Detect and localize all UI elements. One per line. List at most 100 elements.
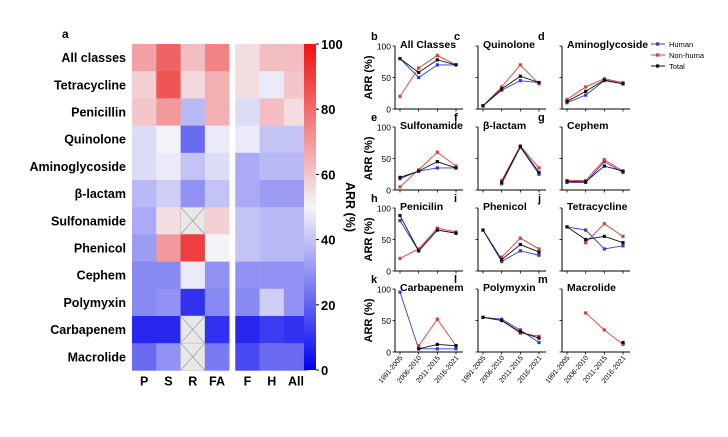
missing-cross bbox=[180, 342, 206, 371]
heatmap-row-label: Cephem bbox=[77, 269, 126, 283]
panel-title: Tetracycline bbox=[567, 201, 628, 213]
series-line bbox=[399, 54, 457, 97]
series-line bbox=[566, 80, 624, 104]
series-point bbox=[435, 342, 439, 347]
heatmap-panel: a All classes Tetracycline Penicillin Quinol… bbox=[29, 27, 309, 388]
heatmap-cell bbox=[259, 180, 285, 208]
series-point bbox=[584, 85, 588, 89]
series-point bbox=[500, 178, 504, 183]
series-point bbox=[621, 169, 625, 173]
heatmap-cell bbox=[180, 261, 206, 290]
series-point bbox=[621, 234, 625, 238]
series-line bbox=[399, 58, 456, 79]
heatmap-row-label: Macrolide bbox=[68, 350, 126, 364]
line-panel: f β-lactam bbox=[454, 112, 546, 193]
panel-title: Penicilin bbox=[400, 201, 443, 213]
panel-letter: g bbox=[538, 112, 545, 124]
series-line bbox=[566, 79, 624, 102]
series-line bbox=[399, 151, 457, 188]
series-line bbox=[399, 227, 457, 259]
series-point bbox=[602, 247, 606, 251]
panel-title: Cephem bbox=[567, 120, 608, 132]
series-line bbox=[567, 159, 624, 182]
y-tick-label: 0 bbox=[386, 186, 391, 196]
series-point bbox=[537, 247, 541, 251]
series-point bbox=[621, 244, 625, 248]
heatmap-cell bbox=[204, 288, 230, 317]
heatmap-cell bbox=[132, 71, 157, 99]
series-point bbox=[621, 82, 625, 86]
panel-letter: j bbox=[537, 193, 541, 205]
series-line bbox=[566, 226, 624, 244]
panel-letter: h bbox=[371, 193, 378, 205]
heatmap-cell bbox=[235, 125, 260, 154]
heatmap-col-label: H bbox=[267, 374, 276, 388]
line-panel: g Cephem bbox=[538, 112, 630, 193]
heatmap-cell bbox=[235, 316, 260, 344]
line-panel: j Tetracycline bbox=[537, 193, 630, 274]
y-axis-label: ARR (%) bbox=[363, 136, 375, 180]
heatmap-row-label: β-lactam bbox=[75, 187, 126, 201]
series-point bbox=[602, 328, 606, 332]
series-point bbox=[518, 330, 522, 334]
heatmap-cell bbox=[235, 44, 260, 72]
heatmap-cell bbox=[132, 180, 157, 208]
panel-letter: c bbox=[454, 31, 460, 43]
series-point bbox=[565, 225, 569, 229]
series-point bbox=[602, 222, 606, 226]
heatmap-cell bbox=[235, 98, 260, 126]
heatmap-cell bbox=[235, 152, 260, 181]
panel-title: Carbapenem bbox=[400, 282, 464, 294]
series-point bbox=[435, 63, 439, 67]
series-point bbox=[565, 97, 569, 102]
line-panel: d Aminoglycoside bbox=[538, 31, 648, 112]
heatmap-cell bbox=[180, 152, 206, 181]
series-point bbox=[537, 253, 541, 257]
series-point bbox=[435, 166, 439, 170]
series-point bbox=[500, 180, 504, 185]
heatmap-cell bbox=[156, 207, 181, 235]
series-point bbox=[454, 166, 458, 170]
colorbar-tick-label: 100 bbox=[321, 37, 343, 52]
legend: Human Non-huma Total bbox=[651, 40, 705, 71]
heatmap-cell bbox=[204, 152, 230, 181]
series-point bbox=[435, 160, 439, 164]
heatmap-cell bbox=[259, 152, 285, 181]
series-point bbox=[454, 63, 458, 67]
legend-marker bbox=[656, 42, 660, 46]
legend-marker bbox=[656, 53, 660, 57]
heatmap-cell bbox=[156, 71, 181, 99]
series-point bbox=[537, 340, 541, 345]
y-tick-label: 100 bbox=[377, 123, 391, 133]
panel-letter: b bbox=[371, 31, 378, 43]
legend-label: Total bbox=[669, 62, 685, 71]
heatmap-cell bbox=[156, 98, 181, 126]
heatmap-cell bbox=[180, 44, 206, 72]
heatmap-cell bbox=[156, 234, 181, 262]
panel-letter: k bbox=[371, 274, 378, 286]
line-panel: lPolymyxin1991-20052006-20102011-2015201… bbox=[454, 274, 546, 385]
heatmap-cell bbox=[132, 288, 157, 317]
heatmap-cell bbox=[180, 98, 206, 126]
panel-letter: d bbox=[538, 31, 545, 43]
series-line bbox=[567, 161, 624, 183]
y-tick-label: 50 bbox=[382, 316, 392, 326]
series-point bbox=[417, 344, 421, 348]
series-point bbox=[518, 63, 522, 67]
series-point bbox=[481, 228, 485, 232]
series-point bbox=[417, 169, 421, 173]
panel-letter: f bbox=[454, 112, 458, 124]
series-point bbox=[518, 249, 522, 253]
heatmap-cell bbox=[235, 207, 260, 235]
y-tick-label: 50 bbox=[382, 235, 392, 245]
series-point bbox=[537, 334, 541, 338]
heatmap-cell bbox=[235, 343, 260, 371]
series-line bbox=[399, 292, 456, 350]
series-point bbox=[584, 237, 588, 242]
colorbar-tick-label: 80 bbox=[321, 102, 335, 117]
heatmap-cell bbox=[235, 234, 260, 262]
series-line bbox=[399, 220, 457, 252]
